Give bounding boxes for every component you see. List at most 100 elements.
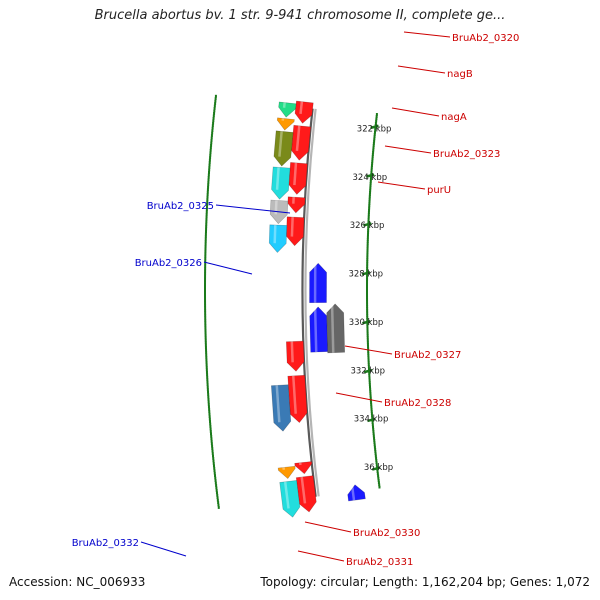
gc-tick — [366, 284, 369, 288]
gene-nagA-shade — [293, 162, 298, 186]
gc-tick — [372, 150, 375, 154]
gc-tick — [204, 240, 207, 243]
gc-tick — [207, 400, 210, 404]
gc-tick — [208, 161, 211, 164]
gc-tick — [204, 301, 207, 305]
gc-tick — [366, 280, 369, 284]
gene-label-leader — [384, 145, 432, 154]
gc-tick — [208, 168, 211, 172]
gc-tick — [366, 343, 369, 346]
gc-tick — [366, 309, 369, 313]
gc-tick — [373, 139, 376, 143]
gc-tick — [207, 175, 210, 179]
gc-tick — [368, 206, 371, 210]
gc-tick — [210, 136, 213, 140]
gc-tick — [366, 242, 369, 246]
gc-tick — [373, 135, 376, 139]
gc-tick — [375, 115, 378, 119]
gc-tick — [204, 316, 207, 320]
gc-tick — [371, 159, 374, 163]
gc-tick — [216, 493, 219, 497]
gc-tick — [206, 375, 209, 379]
gc-tick — [207, 185, 210, 189]
gc-tick — [368, 197, 371, 201]
gc-tick — [366, 282, 369, 286]
gene-nagA — [288, 162, 308, 195]
gc-tick — [377, 481, 380, 485]
gc-tick — [205, 212, 208, 216]
gc-tick — [375, 117, 378, 121]
gc-tick — [211, 124, 214, 128]
gc-tick — [369, 191, 372, 194]
gc-tick — [211, 449, 214, 453]
gc-tick — [207, 178, 210, 182]
gc-tick — [366, 233, 369, 237]
gc-tick — [213, 109, 216, 113]
gc-tick — [204, 247, 207, 251]
gc-tick — [375, 119, 378, 123]
gc-tick — [204, 252, 207, 256]
gc-tick — [204, 311, 207, 315]
gc-tick — [211, 452, 214, 455]
gc-tick — [207, 402, 210, 406]
kbp-major-tick — [363, 222, 372, 227]
gc-tick — [367, 349, 370, 353]
gc-tick — [366, 273, 369, 277]
kbp-label: 328 kbp — [348, 270, 383, 280]
gc-tick — [367, 363, 370, 366]
gc-tick — [368, 381, 371, 384]
gc-tick — [205, 217, 208, 221]
gc-tick — [204, 242, 207, 246]
gc-tick — [366, 240, 369, 243]
gc-tick — [204, 294, 207, 298]
kbp-major-tick — [370, 124, 379, 130]
gc-tick — [377, 479, 380, 482]
gc-tick — [206, 188, 209, 192]
gene-label-leader — [140, 541, 187, 557]
kbp-major-tick — [363, 368, 373, 374]
gc-tick — [204, 232, 207, 236]
gc-tick — [370, 410, 373, 413]
gc-tick — [212, 457, 215, 460]
gc-tick — [371, 421, 374, 424]
gc-tick — [212, 121, 215, 125]
gc-tick — [367, 228, 370, 232]
gc-tick — [217, 503, 220, 507]
gc-tick — [215, 484, 218, 487]
kbp-label: 334 kbp — [354, 415, 389, 425]
gc-tick — [366, 331, 369, 335]
gc-tick — [204, 299, 207, 303]
gc-tick — [372, 427, 375, 431]
gene-BruAb2_0326-shade — [313, 306, 318, 353]
gene-BruAb2_0331-shade — [283, 481, 290, 509]
gene-label-leader — [203, 261, 253, 275]
gc-tick — [368, 195, 371, 199]
gene-label: BruAb2_0325 — [147, 201, 214, 212]
kbp-major-tick — [361, 271, 371, 276]
gc-tick — [207, 173, 210, 177]
gc-tick — [204, 272, 207, 275]
gc-tick — [204, 336, 207, 340]
gc-tick — [375, 459, 378, 462]
gc-tick — [370, 170, 373, 174]
gc-tick — [211, 131, 214, 135]
gc-tick — [204, 343, 207, 347]
gc-tick — [214, 99, 217, 103]
gc-tick — [374, 452, 377, 456]
gc-tick — [211, 126, 214, 130]
gc-tick — [368, 199, 371, 203]
gene-BruAb2_0326b — [326, 303, 346, 354]
gc-tick — [204, 319, 207, 322]
gc-tick — [366, 289, 369, 293]
gc-tick — [369, 182, 372, 185]
gc-tick — [367, 217, 370, 221]
gene-BruAb2_0330 — [277, 465, 296, 480]
gc-tick — [368, 376, 371, 380]
gc-tick — [204, 259, 207, 263]
gene-purU-shade — [290, 217, 294, 237]
gene-BruAb2_0327 — [285, 340, 305, 372]
kbp-major-tick — [365, 173, 375, 178]
gc-tick — [371, 423, 374, 427]
gc-tick — [206, 190, 209, 194]
